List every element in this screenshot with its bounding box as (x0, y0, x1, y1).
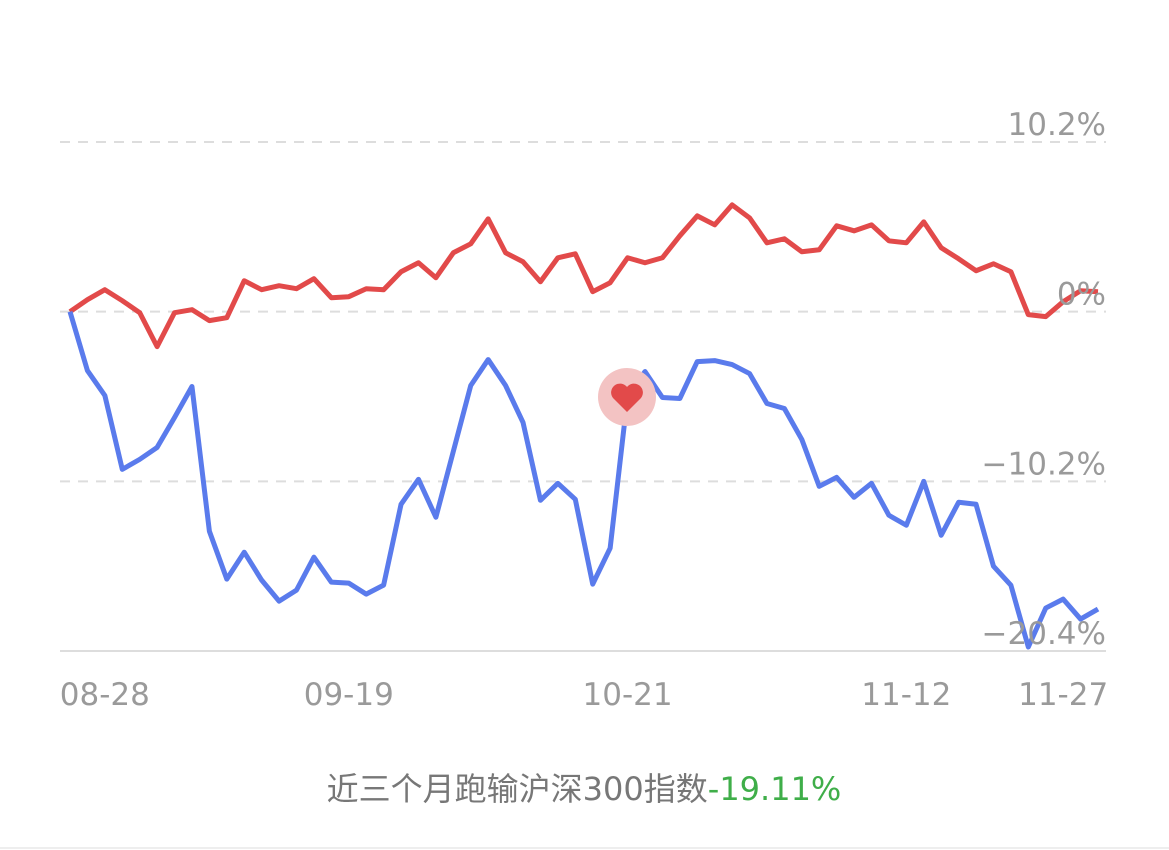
line-series (67, 310, 1100, 650)
caption: 近三个月跑输沪深300指数-19.11% (327, 770, 842, 808)
y-tick-label: 0% (1057, 277, 1106, 313)
y-tick-label: 10.2% (1008, 107, 1106, 143)
caption-value: -19.11% (708, 770, 842, 808)
y-tick-label: −20.4% (982, 616, 1106, 652)
x-tick-label: 08-28 (60, 677, 150, 713)
caption-text: 近三个月跑输沪深300指数 (327, 770, 708, 808)
x-tick-label: 11-12 (861, 677, 951, 713)
heart-icon (611, 383, 643, 412)
line-series (68, 202, 1099, 350)
x-tick-label: 09-19 (304, 677, 394, 713)
x-tick-label: 11-27 (1018, 677, 1108, 713)
y-tick-label: −10.2% (982, 446, 1106, 482)
x-tick-label: 10-21 (583, 677, 673, 713)
heart-marker (598, 368, 656, 426)
